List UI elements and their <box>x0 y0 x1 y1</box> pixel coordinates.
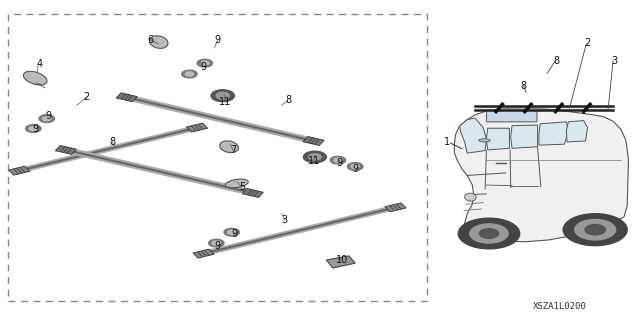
Circle shape <box>479 229 499 238</box>
Polygon shape <box>475 106 613 110</box>
Circle shape <box>216 93 229 99</box>
Polygon shape <box>511 125 538 148</box>
Polygon shape <box>486 128 509 150</box>
Circle shape <box>26 125 41 132</box>
FancyBboxPatch shape <box>486 110 537 122</box>
Circle shape <box>333 158 342 162</box>
Polygon shape <box>566 121 588 142</box>
Circle shape <box>216 93 229 99</box>
Circle shape <box>29 126 38 131</box>
Circle shape <box>470 224 508 243</box>
Text: 10: 10 <box>336 255 349 265</box>
Circle shape <box>185 72 194 76</box>
Circle shape <box>224 228 239 236</box>
Polygon shape <box>243 189 263 197</box>
Text: 2: 2 <box>83 92 90 102</box>
Ellipse shape <box>29 75 45 84</box>
Text: 4: 4 <box>36 59 43 69</box>
Polygon shape <box>193 249 214 258</box>
Circle shape <box>42 116 51 121</box>
Polygon shape <box>454 108 628 242</box>
Text: 9: 9 <box>336 158 342 168</box>
Circle shape <box>585 225 605 235</box>
Polygon shape <box>303 137 324 145</box>
Polygon shape <box>116 93 137 102</box>
Polygon shape <box>460 118 486 153</box>
Text: 3: 3 <box>282 215 288 225</box>
Circle shape <box>330 156 346 164</box>
Text: 3: 3 <box>611 56 618 66</box>
Circle shape <box>200 61 209 65</box>
Circle shape <box>563 214 627 246</box>
Text: 9: 9 <box>231 229 237 240</box>
Circle shape <box>303 151 326 163</box>
Polygon shape <box>186 123 208 132</box>
Circle shape <box>211 90 234 101</box>
Circle shape <box>348 163 363 170</box>
Text: 8: 8 <box>285 95 291 106</box>
Text: 8: 8 <box>520 81 527 91</box>
Circle shape <box>182 70 197 78</box>
Text: 2: 2 <box>584 38 591 48</box>
Circle shape <box>212 241 221 245</box>
Circle shape <box>39 115 54 122</box>
Polygon shape <box>8 166 30 175</box>
Bar <box>8 14 427 301</box>
Ellipse shape <box>150 36 168 48</box>
Circle shape <box>351 164 360 169</box>
Polygon shape <box>539 122 568 145</box>
Circle shape <box>209 239 224 247</box>
Circle shape <box>575 219 616 240</box>
Text: 9: 9 <box>33 124 39 134</box>
Text: 9: 9 <box>200 62 207 72</box>
Text: XSZA1L0200: XSZA1L0200 <box>533 302 587 311</box>
Text: 9: 9 <box>45 111 51 122</box>
Circle shape <box>308 154 321 160</box>
Text: 11: 11 <box>219 97 232 107</box>
Text: 9: 9 <box>214 35 221 45</box>
Circle shape <box>211 90 234 101</box>
Ellipse shape <box>225 179 248 188</box>
Text: 9: 9 <box>214 241 221 251</box>
Polygon shape <box>326 256 355 268</box>
Text: 5: 5 <box>239 182 245 192</box>
Text: 11: 11 <box>307 156 320 166</box>
Text: 8: 8 <box>554 56 560 66</box>
Text: 8: 8 <box>109 137 115 147</box>
Circle shape <box>197 59 212 67</box>
Circle shape <box>227 230 236 234</box>
Ellipse shape <box>220 141 239 152</box>
Ellipse shape <box>465 193 476 201</box>
Polygon shape <box>56 145 76 154</box>
Ellipse shape <box>479 139 490 142</box>
Text: 6: 6 <box>147 35 154 45</box>
Text: 1: 1 <box>444 137 450 147</box>
Ellipse shape <box>24 71 47 85</box>
Circle shape <box>458 218 520 249</box>
Text: 7: 7 <box>230 145 236 155</box>
Text: 9: 9 <box>352 164 358 174</box>
Polygon shape <box>385 203 406 212</box>
